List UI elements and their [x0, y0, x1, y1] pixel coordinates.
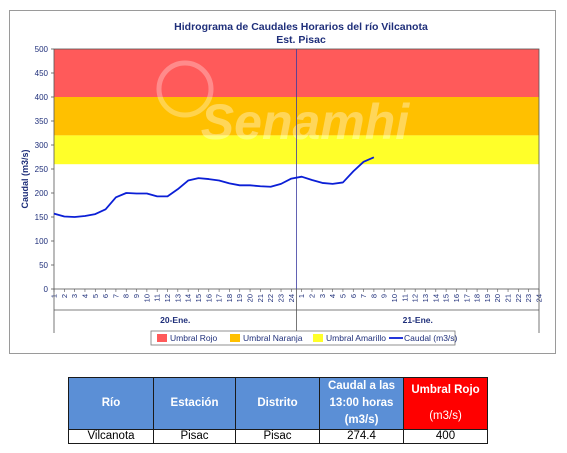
- x-tick-label: 3: [318, 294, 327, 298]
- x-tick-label: 13: [421, 294, 430, 302]
- cell-umbral: 400: [403, 429, 488, 444]
- y-tick-label: 200: [35, 189, 49, 198]
- x-tick-label: 21: [256, 294, 265, 302]
- x-tick-label: 23: [524, 294, 533, 302]
- cell-estacion: Pisac: [153, 429, 236, 444]
- watermark-sun-icon: [156, 60, 214, 118]
- y-tick-label: 300: [35, 141, 49, 150]
- x-tick-label: 4: [328, 294, 337, 298]
- day-label: 20-Ene.: [160, 315, 190, 325]
- y-tick-label: 500: [35, 45, 49, 54]
- x-tick-label: 23: [277, 294, 286, 302]
- legend-label: Umbral Naranja: [243, 333, 303, 343]
- x-tick-label: 4: [80, 294, 89, 298]
- x-tick-label: 16: [204, 294, 213, 302]
- header-caudal-line2: 13:00 horas: [329, 397, 394, 409]
- x-tick-label: 10: [142, 294, 151, 302]
- hydrograph-chart: Hidrograma de Caudales Horarios del río …: [20, 21, 544, 346]
- legend-label: Umbral Amarillo: [326, 333, 386, 343]
- x-tick-label: 15: [442, 294, 451, 302]
- legend-label: Caudal (m3/s): [404, 333, 458, 343]
- legend-swatch: [313, 334, 323, 342]
- x-tick-label: 11: [153, 294, 162, 302]
- x-tick-label: 17: [462, 294, 471, 302]
- x-tick-label: 9: [132, 294, 141, 298]
- x-tick-label: 21: [504, 294, 513, 302]
- x-tick-label: 8: [122, 294, 131, 298]
- x-tick-label: 11: [400, 294, 409, 302]
- x-tick-label: 6: [101, 294, 110, 298]
- x-tick-label: 15: [194, 294, 203, 302]
- y-axis-label: Caudal (m3/s): [20, 149, 30, 208]
- x-tick-label: 13: [173, 294, 182, 302]
- table-row: Vilcanota Pisac Pisac 274.4 400: [68, 429, 488, 444]
- x-tick-label: 5: [338, 294, 347, 298]
- legend-label: Umbral Rojo: [170, 333, 218, 343]
- x-tick-label: 18: [225, 294, 234, 302]
- y-tick-label: 400: [35, 93, 49, 102]
- x-tick-label: 20: [246, 294, 255, 302]
- legend-swatch: [157, 334, 167, 342]
- x-tick-label: 20: [493, 294, 502, 302]
- header-estacion: Estación: [153, 377, 236, 430]
- x-tick-label: 12: [411, 294, 420, 302]
- x-tick-label: 14: [431, 294, 440, 302]
- cell-distrito: Pisac: [235, 429, 320, 444]
- legend: Umbral Rojo Umbral Naranja Umbral Amarillo…: [150, 330, 458, 346]
- y-tick-label: 0: [44, 285, 49, 294]
- x-tick-label: 16: [452, 294, 461, 302]
- header-caudal: Caudal a las 13:00 horas (m3/s): [319, 377, 404, 430]
- chart-subtitle: Est. Pisac: [276, 34, 326, 46]
- legend-box: [150, 330, 456, 346]
- x-tick-label: 7: [359, 294, 368, 298]
- day-label: 21-Ene.: [403, 315, 433, 325]
- header-caudal-line1: Caudal a las: [327, 380, 396, 392]
- header-umbral-line1: Umbral Rojo: [411, 384, 480, 396]
- chart-title: Hidrograma de Caudales Horarios del río …: [174, 21, 428, 33]
- x-tick-label: 22: [514, 294, 523, 302]
- x-tick-label: 1: [297, 294, 306, 298]
- x-tick-label: 6: [349, 294, 358, 298]
- x-tick-label: 12: [163, 294, 172, 302]
- x-tick-label: 14: [184, 294, 193, 302]
- watermark-text: Senamhi: [201, 94, 411, 150]
- x-tick-label: 22: [266, 294, 275, 302]
- axes: 0501001502002503003504004505001234567891…: [35, 45, 544, 333]
- x-tick-label: 17: [215, 294, 224, 302]
- watermark: Senamhi: [156, 60, 411, 150]
- y-tick-label: 350: [35, 117, 49, 126]
- y-tick-label: 150: [35, 213, 49, 222]
- summary-table: Río Estación Distrito Caudal a las 13:00…: [68, 377, 488, 444]
- x-tick-label: 3: [70, 294, 79, 298]
- x-tick-label: 19: [235, 294, 244, 302]
- series-layer: [53, 156, 375, 218]
- chart-frame: Hidrograma de Caudales Horarios del río …: [9, 10, 556, 354]
- y-tick-label: 250: [35, 165, 49, 174]
- y-tick-label: 50: [39, 261, 48, 270]
- x-tick-label: 2: [307, 294, 316, 298]
- x-tick-label: 7: [111, 294, 120, 298]
- x-tick-label: 18: [473, 294, 482, 302]
- x-tick-label: 9: [380, 294, 389, 298]
- x-tick-label: 2: [60, 294, 69, 298]
- header-rio: Río: [68, 377, 154, 430]
- cell-rio: Vilcanota: [68, 429, 154, 444]
- table-header-row: Río Estación Distrito Caudal a las 13:00…: [68, 377, 488, 430]
- x-tick-label: 5: [91, 294, 100, 298]
- x-tick-label: 19: [483, 294, 492, 302]
- y-tick-label: 100: [35, 237, 49, 246]
- x-tick-label: 10: [390, 294, 399, 302]
- y-tick-label: 450: [35, 69, 49, 78]
- legend-swatch: [230, 334, 240, 342]
- header-caudal-line3: (m3/s): [344, 414, 379, 426]
- x-tick-label: 8: [369, 294, 378, 298]
- cell-caudal: 274.4: [319, 429, 404, 444]
- x-tick-label: 24: [287, 294, 296, 302]
- header-umbral-rojo: Umbral Rojo (m3/s): [403, 377, 488, 430]
- header-umbral-line2: (m3/s): [429, 410, 462, 422]
- header-distrito: Distrito: [235, 377, 320, 430]
- series-line-caudal: [53, 156, 375, 218]
